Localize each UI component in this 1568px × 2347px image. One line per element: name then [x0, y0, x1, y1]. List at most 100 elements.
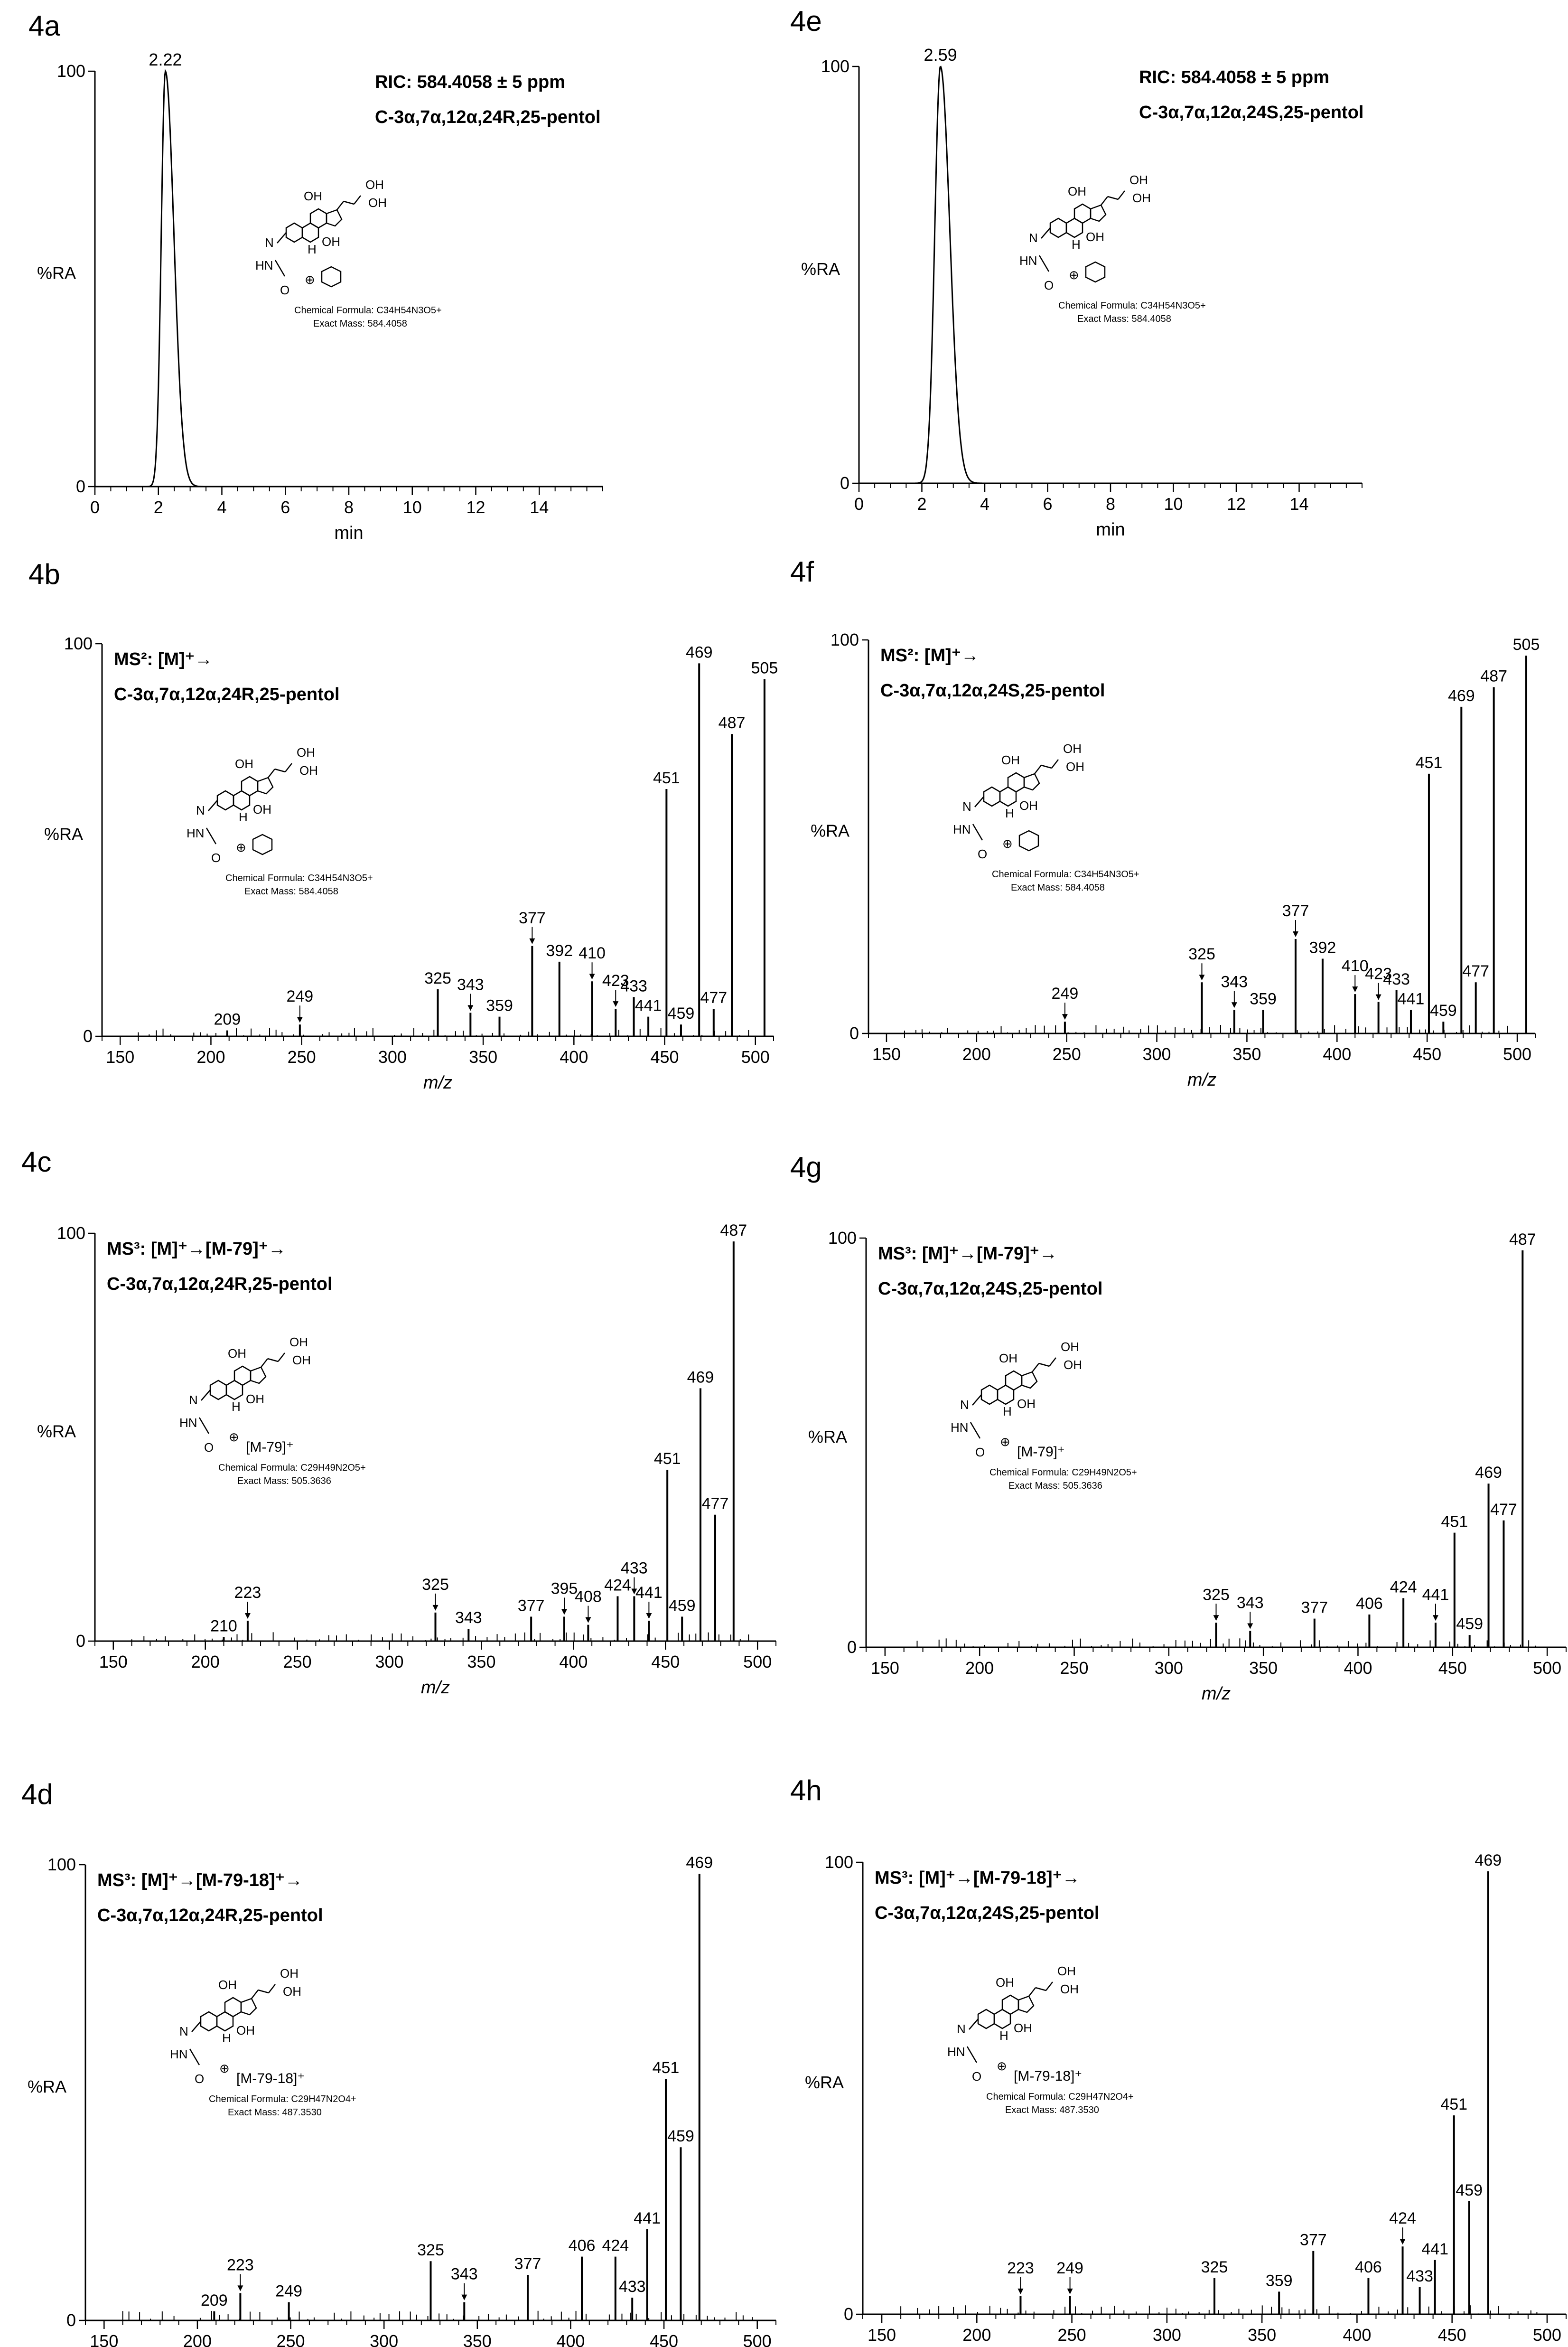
- x-tick-label: 450: [651, 1047, 679, 1067]
- peak-label: 424: [602, 2237, 629, 2255]
- header-line: RIC: 584.4058 ± 5 ppm: [1139, 67, 1329, 87]
- peak-arrowhead: [1213, 1615, 1219, 1621]
- peak-label: 451: [654, 1450, 681, 1468]
- peak-label: 395: [551, 1579, 578, 1597]
- y-tick-label: 100: [828, 1228, 857, 1248]
- y-tick-label: 100: [64, 634, 93, 653]
- hn-atom-label: HN: [1019, 253, 1037, 268]
- y-tick-label: 0: [66, 2310, 76, 2330]
- y-tick-label: 100: [831, 630, 859, 649]
- peak-arrowhead: [1017, 2288, 1024, 2294]
- peak-label: 359: [1250, 990, 1277, 1008]
- exact-mass: Exact Mass: 505.3636: [237, 1476, 331, 1486]
- peak-label: 441: [634, 2209, 661, 2227]
- x-axis-label: m/z: [1202, 1684, 1231, 1704]
- oh-7-label: OH: [322, 235, 340, 249]
- peak-label: 487: [719, 714, 746, 732]
- y-tick-label: 100: [57, 61, 85, 81]
- panel-4e: 4e 0 2 4 6 8 10 12 14 0 100 %RA min RIC: 584.4058 ± 5…: [790, 5, 1363, 540]
- x-axis-label: min: [1096, 520, 1125, 540]
- peak-arrowhead: [1067, 2288, 1073, 2294]
- peak-label: 249: [275, 2282, 302, 2300]
- oh-25-label: OH: [1060, 1982, 1079, 1996]
- peak-arrowhead: [585, 1617, 591, 1623]
- peak-arrowhead: [613, 1001, 619, 1007]
- o-atom-label: O: [975, 1445, 985, 1459]
- x-tick-label: 250: [283, 1652, 312, 1671]
- oh-12-label: OH: [228, 1346, 246, 1361]
- y-axis-label: %RA: [811, 821, 849, 841]
- x-tick-label: 4: [980, 494, 989, 514]
- x-tick-label: 200: [196, 1047, 225, 1067]
- panel-label: 4d: [21, 1778, 53, 1810]
- peak-arrowhead: [529, 938, 535, 944]
- x-tick-label: 450: [1438, 2325, 1466, 2345]
- peak-label: 451: [653, 2059, 680, 2077]
- peak-label: 406: [569, 2237, 596, 2255]
- peak-label: 249: [286, 987, 313, 1005]
- y-axis-label: %RA: [808, 1427, 847, 1446]
- x-axis-label: min: [334, 523, 363, 543]
- oh-12-label: OH: [1001, 753, 1020, 767]
- x-tick-label: 200: [962, 2325, 991, 2345]
- peak-label: 209: [214, 1011, 241, 1029]
- exact-mass: Exact Mass: 487.3530: [1005, 2105, 1099, 2115]
- header-line: C-3α,7α,12α,24R,25-pentol: [114, 685, 340, 704]
- x-tick-label: 500: [743, 2331, 772, 2347]
- peak-label: 223: [234, 1584, 261, 1602]
- peak-label: 433: [621, 1559, 648, 1577]
- x-tick-label: 300: [378, 1047, 407, 1067]
- oh-25-label: OH: [1064, 1358, 1082, 1372]
- peak-label: 424: [1390, 1578, 1417, 1596]
- peak-label: 325: [422, 1576, 449, 1594]
- header-line: MS²: [M]⁺→: [880, 646, 979, 666]
- peak-label: 377: [1301, 1599, 1328, 1617]
- chemical-formula: Chemical Formula: C29H47N2O4+: [209, 2094, 356, 2104]
- x-tick-label: 0: [854, 494, 864, 514]
- peak-label: 459: [667, 2127, 694, 2145]
- peak-label: 451: [1416, 754, 1443, 772]
- header-line: RIC: 584.4058 ± 5 ppm: [375, 72, 565, 92]
- peak-label: 505: [1513, 636, 1540, 654]
- h-label: H: [999, 2028, 1008, 2043]
- ion-label: [M-79-18]⁺: [1014, 2068, 1082, 2084]
- h-label: H: [239, 810, 248, 824]
- panel-4c: 4c 150 200 250 300 350 400 450 500 0 100 %RA m/z MS³:…: [21, 1146, 776, 1698]
- panel-label: 4c: [21, 1146, 51, 1178]
- oh-12-label: OH: [996, 1975, 1014, 1990]
- peak-arrowhead: [1062, 1014, 1068, 1020]
- x-tick-label: 400: [1343, 2325, 1371, 2345]
- oh-12-label: OH: [218, 1978, 237, 1992]
- x-tick-label: 250: [1060, 1658, 1088, 1678]
- peak-arrowhead: [631, 1588, 637, 1595]
- peak-label: 459: [1456, 1615, 1483, 1633]
- x-tick-label: 450: [651, 1652, 680, 1671]
- header-line: C-3α,7α,12α,24S,25-pentol: [1139, 103, 1363, 122]
- oh-25-label: OH: [292, 1353, 311, 1367]
- exact-mass: Exact Mass: 584.4058: [1011, 882, 1105, 893]
- header-line: MS³: [M]⁺→[M-79-18]⁺→: [875, 1868, 1080, 1888]
- peak-arrowhead: [1400, 2239, 1406, 2245]
- peak-label: 423: [602, 972, 629, 990]
- x-tick-label: 400: [1344, 1658, 1372, 1678]
- chemical-formula: Chemical Formula: C34H54N3O5+: [294, 305, 442, 316]
- peak-label: 441: [1421, 2240, 1448, 2258]
- panel-label: 4h: [790, 1774, 822, 1806]
- chemical-formula: Chemical Formula: C34H54N3O5+: [225, 873, 373, 883]
- peak-label: 441: [635, 1584, 663, 1602]
- peak-label: 459: [1456, 2181, 1483, 2199]
- oh-7-label: OH: [1019, 798, 1038, 813]
- x-tick-label: 200: [191, 1652, 220, 1671]
- oh-12-label: OH: [304, 189, 322, 203]
- chromatogram-trace: [859, 66, 1362, 484]
- oh-12-label: OH: [999, 1351, 1017, 1365]
- peak-label: 433: [619, 2278, 646, 2296]
- peak-label: 410: [1342, 957, 1369, 975]
- peak-label: 343: [451, 2265, 478, 2283]
- exact-mass: Exact Mass: 505.3636: [1008, 1481, 1102, 1491]
- y-tick-label: 0: [76, 477, 85, 496]
- peak-label: 392: [546, 942, 573, 960]
- peak-label: 249: [1056, 2259, 1083, 2277]
